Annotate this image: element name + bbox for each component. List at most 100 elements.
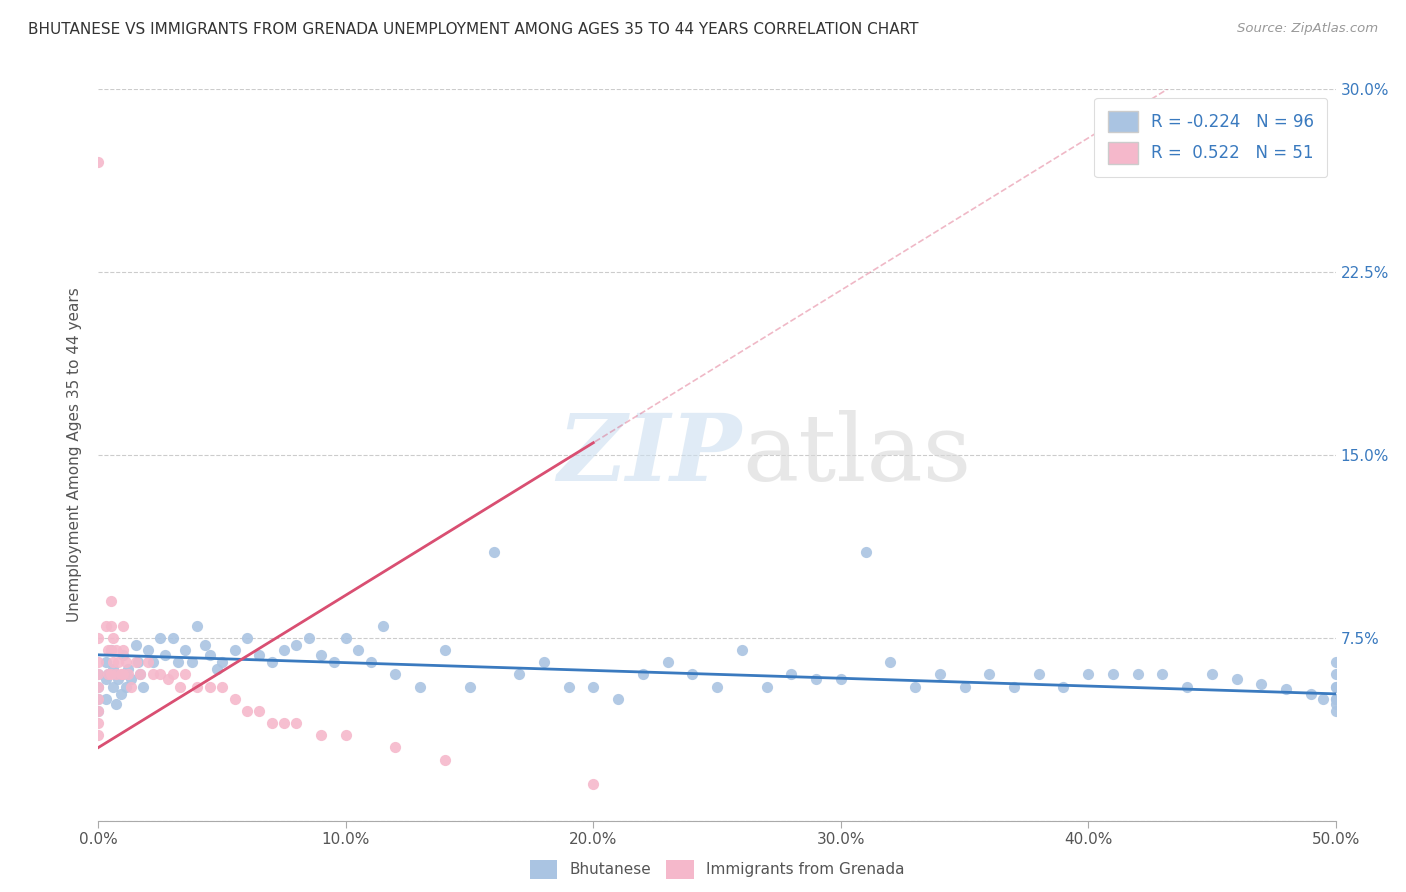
Point xyxy=(1324,655,1347,669)
Point xyxy=(260,716,283,731)
Point xyxy=(953,680,976,694)
Point xyxy=(1102,667,1125,681)
Point xyxy=(879,655,901,669)
Point xyxy=(755,680,778,694)
Point xyxy=(103,680,125,694)
Point xyxy=(97,643,120,657)
Point xyxy=(1077,667,1099,681)
Point xyxy=(156,672,179,686)
Point xyxy=(582,680,605,694)
Point xyxy=(107,672,129,686)
Point xyxy=(804,672,827,686)
Point xyxy=(87,704,110,718)
Point xyxy=(607,691,630,706)
Point xyxy=(103,655,125,669)
Point xyxy=(371,618,394,632)
Point xyxy=(830,672,852,686)
Point xyxy=(174,643,197,657)
Point xyxy=(780,667,803,681)
Point xyxy=(112,618,135,632)
Point xyxy=(97,667,120,681)
Point xyxy=(142,655,165,669)
Point xyxy=(112,667,135,681)
Point xyxy=(1126,667,1149,681)
Point xyxy=(309,648,332,662)
Point xyxy=(260,655,283,669)
Point xyxy=(87,155,110,169)
Point xyxy=(1324,680,1347,694)
Point xyxy=(335,728,357,742)
Point xyxy=(100,594,122,608)
Point xyxy=(97,667,120,681)
Point xyxy=(1002,680,1025,694)
Point xyxy=(100,618,122,632)
Point xyxy=(979,667,1001,681)
Point xyxy=(1201,667,1223,681)
Point xyxy=(104,643,127,657)
Point xyxy=(1152,667,1174,681)
Text: BHUTANESE VS IMMIGRANTS FROM GRENADA UNEMPLOYMENT AMONG AGES 35 TO 44 YEARS CORR: BHUTANESE VS IMMIGRANTS FROM GRENADA UNE… xyxy=(28,22,918,37)
Point xyxy=(433,643,456,657)
Text: ZIP: ZIP xyxy=(558,410,742,500)
Point xyxy=(112,643,135,657)
Point xyxy=(124,655,146,669)
Point xyxy=(855,545,877,559)
Point xyxy=(87,680,110,694)
Point xyxy=(1324,691,1347,706)
Point xyxy=(136,643,159,657)
Point xyxy=(1175,680,1198,694)
Point xyxy=(94,655,117,669)
Point xyxy=(129,667,152,681)
Point xyxy=(186,618,208,632)
Point xyxy=(107,655,129,669)
Point xyxy=(273,643,295,657)
Point xyxy=(631,667,654,681)
Point xyxy=(112,648,135,662)
Point xyxy=(87,704,110,718)
Point xyxy=(731,643,754,657)
Point xyxy=(127,655,149,669)
Point xyxy=(120,672,142,686)
Point xyxy=(211,680,233,694)
Point xyxy=(87,667,110,681)
Point xyxy=(1324,697,1347,711)
Point xyxy=(87,716,110,731)
Point xyxy=(1324,691,1347,706)
Point xyxy=(1324,667,1347,681)
Point xyxy=(110,687,132,701)
Point xyxy=(100,643,122,657)
Point xyxy=(484,545,506,559)
Point xyxy=(409,680,432,694)
Point xyxy=(273,716,295,731)
Point xyxy=(1052,680,1074,694)
Point xyxy=(100,667,122,681)
Point xyxy=(132,680,155,694)
Point xyxy=(198,648,221,662)
Point xyxy=(100,643,122,657)
Point xyxy=(247,704,270,718)
Point xyxy=(104,667,127,681)
Point xyxy=(117,667,139,681)
Point xyxy=(103,663,125,677)
Point xyxy=(94,618,117,632)
Point xyxy=(198,680,221,694)
Point xyxy=(205,663,228,677)
Point xyxy=(104,697,127,711)
Point xyxy=(298,631,321,645)
Point xyxy=(129,667,152,681)
Point xyxy=(87,691,110,706)
Point xyxy=(87,631,110,645)
Point xyxy=(433,753,456,767)
Point xyxy=(224,691,246,706)
Point xyxy=(186,680,208,694)
Point xyxy=(162,631,184,645)
Point xyxy=(236,631,259,645)
Point xyxy=(360,655,382,669)
Point xyxy=(94,691,117,706)
Point xyxy=(87,667,110,681)
Point xyxy=(169,680,191,694)
Point xyxy=(582,777,605,791)
Point xyxy=(1324,680,1347,694)
Point xyxy=(181,655,204,669)
Point xyxy=(384,667,406,681)
